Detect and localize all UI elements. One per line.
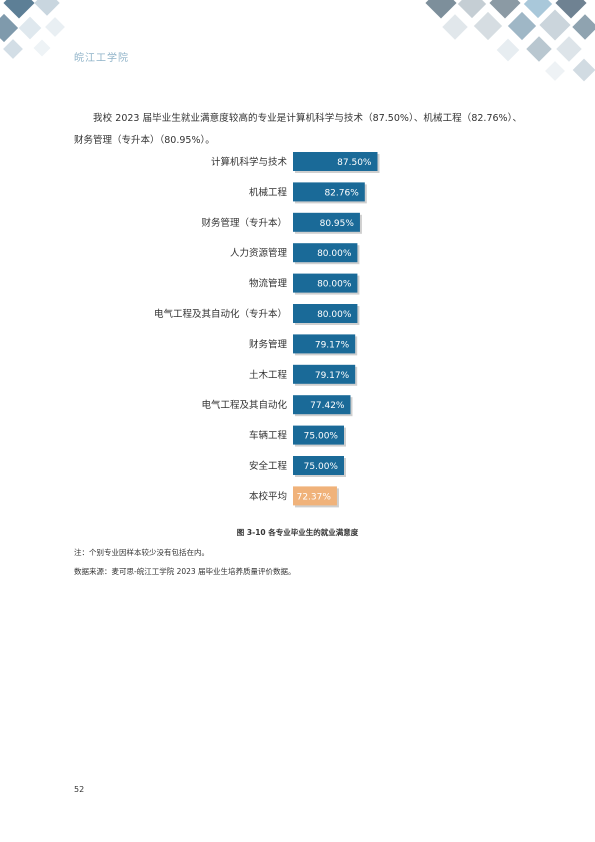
category-label: 土木工程 [249,369,288,381]
bar-value-label: 75.00% [304,462,339,472]
bar [293,425,344,445]
bar-value-label: 87.50% [337,158,372,168]
category-label: 本校平均 [249,490,287,502]
bar-value-label: 77.42% [310,401,345,411]
category-label: 安全工程 [249,460,288,472]
bar-value-label: 82.76% [324,188,359,198]
satisfaction-bar-chart: 计算机科学与技术 87.50% 机械工程 82.76% 财务管理（专升本） 80.95% 人… [154,152,380,508]
bar-value-label: 75.00% [304,432,339,442]
footnote-sample: 注：个别专业因样本较少没有包括在内。 [74,548,209,557]
bar-value-label: 80.00% [317,280,352,290]
school-logo-text: 皖江工学院 [74,53,129,64]
bar [293,364,356,384]
figure-caption: 图 3-10 各专业毕业生的就业满意度 [236,528,359,537]
footnote-source: 数据来源：麦可思-皖江工学院 2023 届毕业生培养质量评价数据。 [74,567,296,576]
bar [293,334,356,354]
left-diamond-pattern [0,0,65,59]
bar [293,182,365,202]
category-label: 电气工程及其自动化 [201,399,287,411]
bar [293,486,337,506]
intro-paragraph: 我校 2023 届毕业生就业满意度较高的专业是计算机科学与技术（87.50%）、… [74,112,522,146]
bar-value-label: 72.37% [297,492,332,502]
bar-value-label: 79.17% [315,340,350,350]
bar [293,152,378,171]
right-diamond-pattern [425,0,595,82]
bar [293,395,351,415]
bar [293,273,358,293]
category-label: 电气工程及其自动化（专升本） [154,308,287,320]
category-label: 车辆工程 [249,430,288,442]
category-label: 计算机科学与技术 [211,156,288,168]
bar-value-label: 80.00% [317,310,352,320]
category-label: 财务管理（专升本） [201,217,287,229]
category-label: 人力资源管理 [230,247,288,259]
bar [293,212,360,232]
category-label: 机械工程 [249,186,288,198]
bar-value-label: 80.00% [317,249,352,259]
bar [293,243,358,263]
bar [293,456,344,475]
corner-decoration [0,0,595,82]
category-label: 财务管理 [249,338,288,350]
bar-value-label: 79.17% [315,371,350,381]
page-number: 52 [74,785,85,794]
bar [293,304,358,323]
bar-value-label: 80.95% [320,219,355,229]
category-label: 物流管理 [249,278,288,290]
